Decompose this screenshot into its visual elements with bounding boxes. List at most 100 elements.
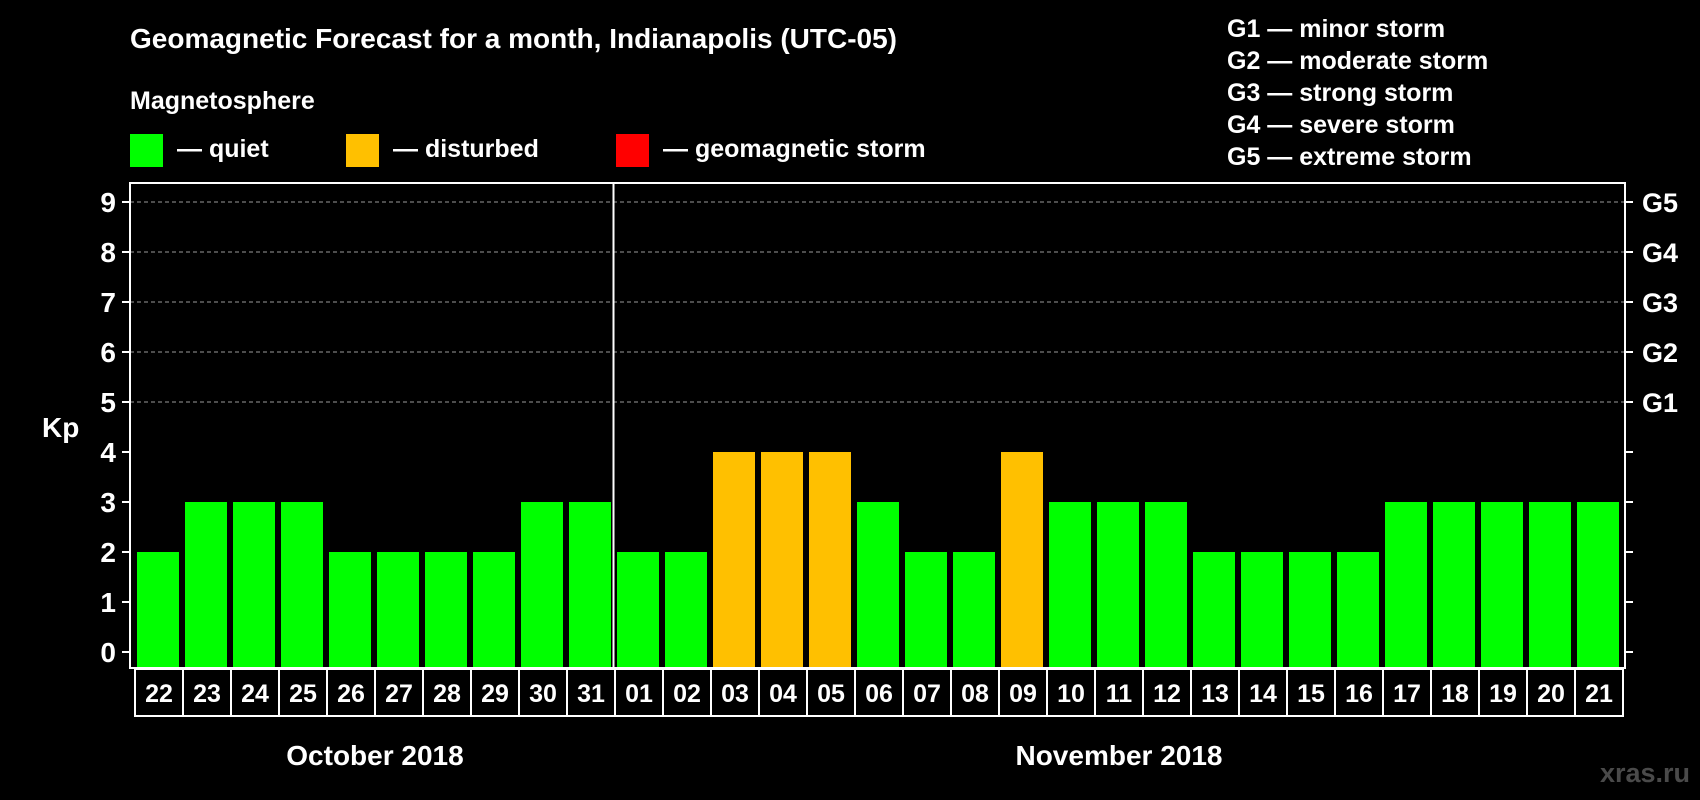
legend-heading: Magnetosphere [130,87,315,115]
date-label-10: 10 [1057,680,1085,708]
date-label-15: 15 [1297,680,1325,708]
date-label-12: 12 [1153,680,1181,708]
date-label-14: 14 [1249,680,1277,708]
date-label-25: 25 [289,680,317,708]
ytick-label-0: 0 [100,637,116,668]
storm-scale-g3: G3 — strong storm [1227,79,1453,107]
bar-06 [857,502,899,668]
bar-12 [1145,502,1187,668]
legend-quiet-label: — quiet [177,135,269,163]
date-label-11: 11 [1106,680,1133,708]
date-label-22: 22 [145,680,173,708]
bar-18 [1433,502,1475,668]
bar-05 [809,452,851,668]
y-tick-labels: 0 1 2 3 4 5 6 7 8 9 [100,187,116,668]
legend-disturbed-label: — disturbed [393,135,539,163]
date-label-20: 20 [1537,680,1565,708]
date-label-01: 01 [625,680,653,708]
bar-17 [1385,502,1427,668]
storm-scale-g4: G4 — severe storm [1227,111,1455,139]
ytick-label-4: 4 [100,437,116,468]
bar-30 [521,502,563,668]
bar-21 [1577,502,1619,668]
bar-02 [665,552,707,668]
month-label-0: October 2018 [286,740,463,771]
bar-07 [905,552,947,668]
grid-lines [130,201,1625,403]
ytick-label-7: 7 [100,287,116,318]
legend-storm-swatch [616,134,649,167]
ytick-label-2: 2 [100,537,116,568]
date-label-23: 23 [193,680,221,708]
date-label-21: 21 [1585,680,1613,708]
storm-level-labels: G1 G2 G3 G4 G5 [1642,188,1678,418]
bar-01 [617,552,659,668]
storm-level-G5: G5 [1642,188,1678,218]
bar-08 [953,552,995,668]
storm-level-G4: G4 [1642,238,1678,268]
ytick-label-3: 3 [100,487,116,518]
date-label-06: 06 [865,680,893,708]
bar-04 [761,452,803,668]
legend-disturbed-swatch [346,134,379,167]
legend-quiet-swatch [130,134,163,167]
bar-11 [1097,502,1139,668]
month-labels: October 2018 November 2018 [286,740,1222,771]
bar-15 [1289,552,1331,668]
storm-scale-g5: G5 — extreme storm [1227,143,1472,171]
date-label-03: 03 [721,680,749,708]
legend-storm: — geomagnetic storm [616,134,926,167]
date-label-26: 26 [337,680,365,708]
date-label-29: 29 [481,680,509,708]
bar-27 [377,552,419,668]
date-label-07: 07 [913,680,941,708]
ytick-label-9: 9 [100,187,116,218]
bar-28 [425,552,467,668]
bar-09 [1001,452,1043,668]
bars [137,452,1619,668]
date-label-08: 08 [961,680,989,708]
bar-29 [473,552,515,668]
date-cells: 22 23 24 25 26 27 28 29 30 31 01 02 03 04 05 06 07 08 09 10… [134,668,1624,717]
date-label-24: 24 [241,680,269,708]
storm-level-G3: G3 [1642,288,1678,318]
storm-scale-legend: G1 — minor storm G2 — moderate storm G3 … [1227,15,1488,171]
bar-20 [1529,502,1571,668]
date-label-28: 28 [433,680,461,708]
bar-31 [569,502,611,668]
legend-storm-label: — geomagnetic storm [663,135,926,163]
ytick-label-8: 8 [100,237,116,268]
bar-13 [1193,552,1235,668]
storm-level-G1: G1 [1642,388,1678,418]
date-label-05: 05 [817,680,845,708]
bar-24 [233,502,275,668]
bar-14 [1241,552,1283,668]
bar-22 [137,552,179,668]
chart-title: Geomagnetic Forecast for a month, Indian… [130,23,897,54]
bar-03 [713,452,755,668]
date-label-02: 02 [673,680,701,708]
ytick-label-5: 5 [100,387,116,418]
legend-quiet: — quiet [130,134,269,167]
bar-23 [185,502,227,668]
watermark: xras.ru [1600,758,1690,788]
bar-10 [1049,502,1091,668]
bar-19 [1481,502,1523,668]
y-axis-label: Kp [42,412,79,443]
y-ticks [122,201,1633,653]
legend-disturbed: — disturbed [346,134,539,167]
date-label-13: 13 [1201,680,1229,708]
date-label-04: 04 [769,680,797,708]
ytick-label-6: 6 [100,337,116,368]
ytick-label-1: 1 [100,587,116,618]
date-label-27: 27 [385,680,413,708]
storm-scale-g1: G1 — minor storm [1227,15,1445,43]
date-label-30: 30 [529,680,557,708]
date-label-31: 31 [577,680,605,708]
storm-scale-g2: G2 — moderate storm [1227,47,1488,75]
date-row-border [134,668,1624,717]
bar-26 [329,552,371,668]
date-label-18: 18 [1441,680,1469,708]
date-label-16: 16 [1345,680,1373,708]
